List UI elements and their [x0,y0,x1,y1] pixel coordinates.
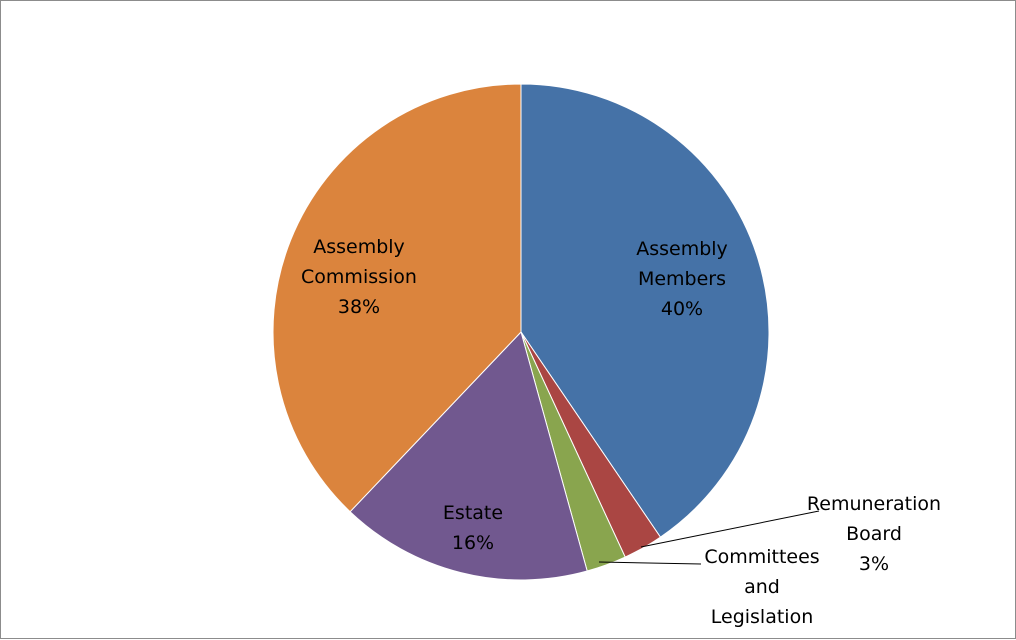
data-label-commission: Assembly Commission 38% [301,236,417,318]
data-label-line: 16% [452,532,494,554]
data-label-line: 40% [661,298,703,320]
data-label-line: Assembly [636,238,728,260]
data-label-estate: Estate 16% [443,502,503,554]
data-label-line: Board [846,523,902,545]
data-label-line: Estate [443,502,503,524]
leader-line-remuneration [640,510,820,548]
data-label-line: Assembly [313,236,405,258]
data-label-line: 38% [338,296,380,318]
data-label-members: Assembly Members 40% [636,238,728,320]
pie-slice-commission [272,83,522,513]
data-label-line: Members [638,268,726,290]
leader-line-committees [598,561,702,565]
pie-slices [272,83,770,581]
data-label-line: Commission [301,266,417,288]
data-label-line: 3% [859,553,889,575]
data-label-line: and [744,576,780,598]
data-label-line: Remuneration [807,493,941,515]
data-label-committees: Committees and Legislation [704,546,819,628]
data-label-line: Committees [704,546,819,568]
pie-slice-estate [349,331,588,581]
pie-labels: Assembly Members 40% Remuneration Board 3% Com… [301,236,941,628]
data-label-line: Legislation [711,606,814,628]
pie-slice-members [520,83,770,538]
data-label-remuneration: Remuneration Board 3% [807,493,941,575]
